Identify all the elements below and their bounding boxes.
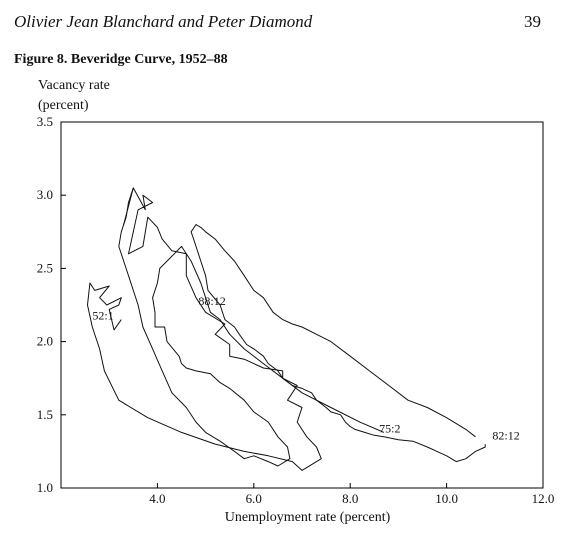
series-line-0	[87, 187, 322, 471]
series-line-1	[118, 187, 385, 467]
x-tick-label-2: 8.0	[342, 491, 358, 506]
x-tick-label-1: 6.0	[246, 491, 262, 506]
x-axis-label-text: Unemployment rate (percent)	[224, 510, 391, 525]
y-axis-label-line2: (percent)	[38, 98, 89, 113]
x-tick-label-0: 4.0	[149, 491, 165, 506]
y-tick-label-4: 3.0	[37, 187, 53, 202]
annotations-group: 52:1 88:12 75:2 82:12	[92, 294, 519, 443]
x-tick-label-4: 12.0	[532, 491, 555, 506]
x-tick-label-3: 10.0	[435, 491, 458, 506]
y-tick-label-2: 2.0	[37, 334, 53, 349]
x-axis-label: Unemployment rate (percent)	[0, 510, 579, 526]
series-group	[87, 187, 486, 471]
y-tick-label-3: 2.5	[37, 260, 53, 275]
running-header-authors: Olivier Jean Blanchard and Peter Diamond	[14, 12, 313, 31]
series-line-2	[190, 224, 486, 463]
plot-frame	[60, 121, 544, 489]
y-tick-label-1: 1.5	[37, 407, 53, 422]
y-axis-label-line1: Vacancy rate	[38, 78, 110, 93]
axes: 4.0 6.0 8.0 10.0 12.0 1.0 1.5 2.0 2.5 3.0 3.5	[37, 114, 555, 506]
annotation-2: 75:2	[379, 421, 400, 435]
figure-caption: Figure 8. Beveridge Curve, 1952–88	[14, 52, 228, 67]
y-tick-label-0: 1.0	[37, 480, 53, 495]
y-tick-label-5: 3.5	[37, 114, 53, 129]
page-number: 39	[524, 12, 541, 31]
annotation-0: 52:1	[92, 309, 113, 323]
annotation-3: 82:12	[492, 429, 519, 443]
annotation-1: 88:12	[198, 294, 225, 308]
